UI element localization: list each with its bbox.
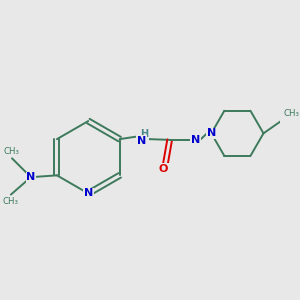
Text: CH₃: CH₃: [3, 147, 19, 156]
Text: N: N: [207, 128, 216, 138]
Text: N: N: [137, 136, 146, 146]
Text: O: O: [159, 164, 168, 174]
Text: N: N: [84, 188, 93, 199]
Text: N: N: [191, 135, 200, 145]
Text: CH₃: CH₃: [2, 197, 18, 206]
Text: H: H: [140, 129, 148, 140]
Text: CH₃: CH₃: [283, 110, 299, 118]
Text: N: N: [26, 172, 35, 182]
